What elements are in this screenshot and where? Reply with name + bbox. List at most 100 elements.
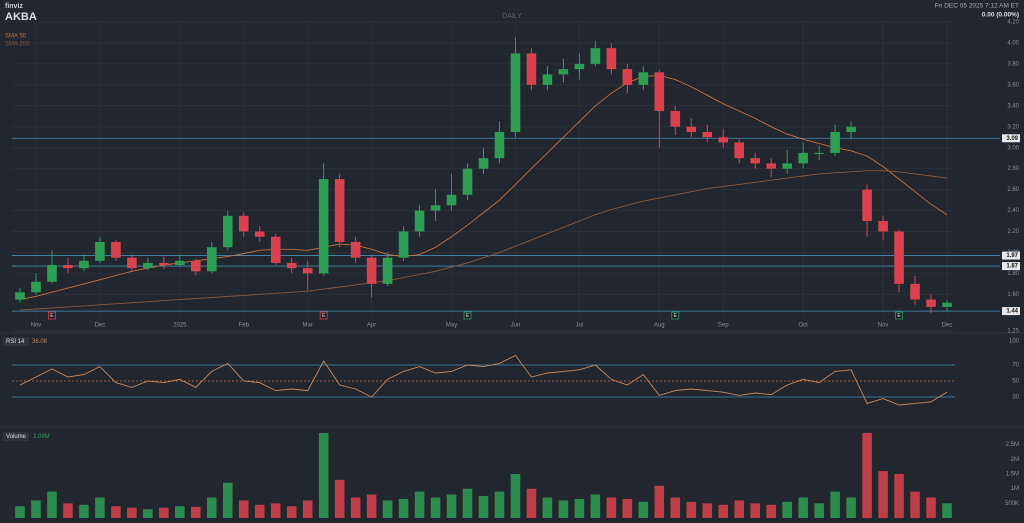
y-tick-label: 4.00 xyxy=(1007,41,1019,47)
x-tick-label: Jun xyxy=(511,323,521,329)
candle-body xyxy=(270,236,281,263)
volume-bar xyxy=(350,497,361,518)
earnings-box xyxy=(895,311,903,320)
x-tick-label: Nov xyxy=(31,323,42,329)
earnings-marker: E xyxy=(466,313,470,319)
candle-body xyxy=(446,194,457,206)
candle-body xyxy=(590,48,601,64)
candle-body xyxy=(15,292,25,300)
earnings-marker: E xyxy=(897,313,901,319)
x-tick-label: Feb xyxy=(239,323,250,329)
volume-bar xyxy=(222,482,233,518)
volume-bar xyxy=(31,500,41,518)
volume-bar xyxy=(206,497,217,518)
candle-body xyxy=(478,158,489,169)
volume-bar xyxy=(446,494,457,518)
volume-bar xyxy=(478,496,489,518)
volume-title: Volume xyxy=(6,434,27,440)
volume-bar xyxy=(15,506,25,518)
volume-bar xyxy=(814,503,824,518)
y-tick-label: 4.20 xyxy=(1007,20,1019,26)
legend-entry: SMA 50 xyxy=(5,34,27,40)
candle-body xyxy=(31,281,41,293)
candle-body xyxy=(718,137,729,143)
volume-bar xyxy=(111,506,121,518)
candle-body xyxy=(766,163,776,169)
y-tick-label: 1.25 xyxy=(1007,329,1019,335)
volume-bar xyxy=(766,504,776,518)
volume-bar xyxy=(718,504,729,518)
moving-average xyxy=(19,170,948,311)
volume-bar xyxy=(942,503,952,518)
earnings-box xyxy=(463,311,472,320)
candle-body xyxy=(159,262,169,266)
candle-body xyxy=(127,257,137,269)
y-tick-label: 2.20 xyxy=(1007,229,1019,235)
candle-body xyxy=(430,205,441,211)
volume-bar xyxy=(670,497,681,518)
volume-bar xyxy=(191,506,201,518)
y-tick-label: 3.60 xyxy=(1007,82,1019,88)
candle-body xyxy=(894,231,904,284)
timeframe: DAILY xyxy=(502,13,522,20)
candle-body xyxy=(398,231,409,258)
rsi-line xyxy=(19,354,948,406)
volume-bar xyxy=(510,474,521,518)
level-label: 1.87 xyxy=(1006,264,1018,270)
volume-bar xyxy=(254,504,265,518)
candle-body xyxy=(63,265,73,269)
volume-bar xyxy=(574,498,585,518)
x-tick-label: Sep xyxy=(718,323,729,329)
volume-bar xyxy=(270,503,281,518)
volume-bar xyxy=(910,491,920,518)
candle-body xyxy=(750,158,761,164)
volume-bar xyxy=(414,491,425,518)
candle-body xyxy=(830,131,840,153)
volume-bar xyxy=(686,501,697,518)
volume-bar xyxy=(127,507,137,518)
candle-body xyxy=(206,247,217,272)
candle-body xyxy=(606,48,617,70)
x-tick-label: Nov xyxy=(878,323,889,329)
y-tick-label: 1M xyxy=(1011,486,1019,492)
rsi-value: 36.08 xyxy=(32,339,48,345)
y-tick-label: 100 xyxy=(1009,339,1020,345)
y-tick-label: 3.80 xyxy=(1007,61,1019,67)
volume-bar xyxy=(926,497,936,518)
volume-bar xyxy=(878,471,888,518)
x-tick-label: Dec xyxy=(95,323,106,329)
volume-bar xyxy=(95,497,105,518)
volume-bar xyxy=(47,491,57,518)
y-tick-label: 2.40 xyxy=(1007,208,1019,214)
y-tick-label: 1.60 xyxy=(1007,292,1019,298)
candle-body xyxy=(526,53,537,85)
candle-body xyxy=(318,179,329,274)
legend-entry: SMA 200 xyxy=(5,42,30,48)
candle-body xyxy=(910,283,920,300)
candle-body xyxy=(95,241,105,261)
candle-body xyxy=(286,262,297,269)
y-tick-label: 50 xyxy=(1012,379,1019,385)
candle-body xyxy=(494,131,505,159)
candle-body xyxy=(814,152,824,154)
volume-bar xyxy=(590,494,601,518)
volume-bar xyxy=(238,500,249,518)
volume-bar xyxy=(542,497,553,518)
candle-body xyxy=(222,215,233,248)
volume-bar xyxy=(334,479,345,518)
volume-bar xyxy=(366,494,377,518)
volume-bar xyxy=(462,488,473,518)
candle-body xyxy=(510,53,521,132)
x-tick-label: Oct xyxy=(798,323,808,329)
volume-bar xyxy=(798,497,808,518)
candle-body xyxy=(942,302,952,307)
volume-bar xyxy=(702,503,713,518)
volume-bar xyxy=(175,506,185,518)
volume-value: 2.08M xyxy=(33,434,50,440)
logo: finviz xyxy=(5,3,23,10)
earnings-box xyxy=(319,311,328,320)
y-tick-label: 2M xyxy=(1011,457,1019,463)
volume-bar xyxy=(526,488,537,518)
volume-bar xyxy=(79,504,89,518)
